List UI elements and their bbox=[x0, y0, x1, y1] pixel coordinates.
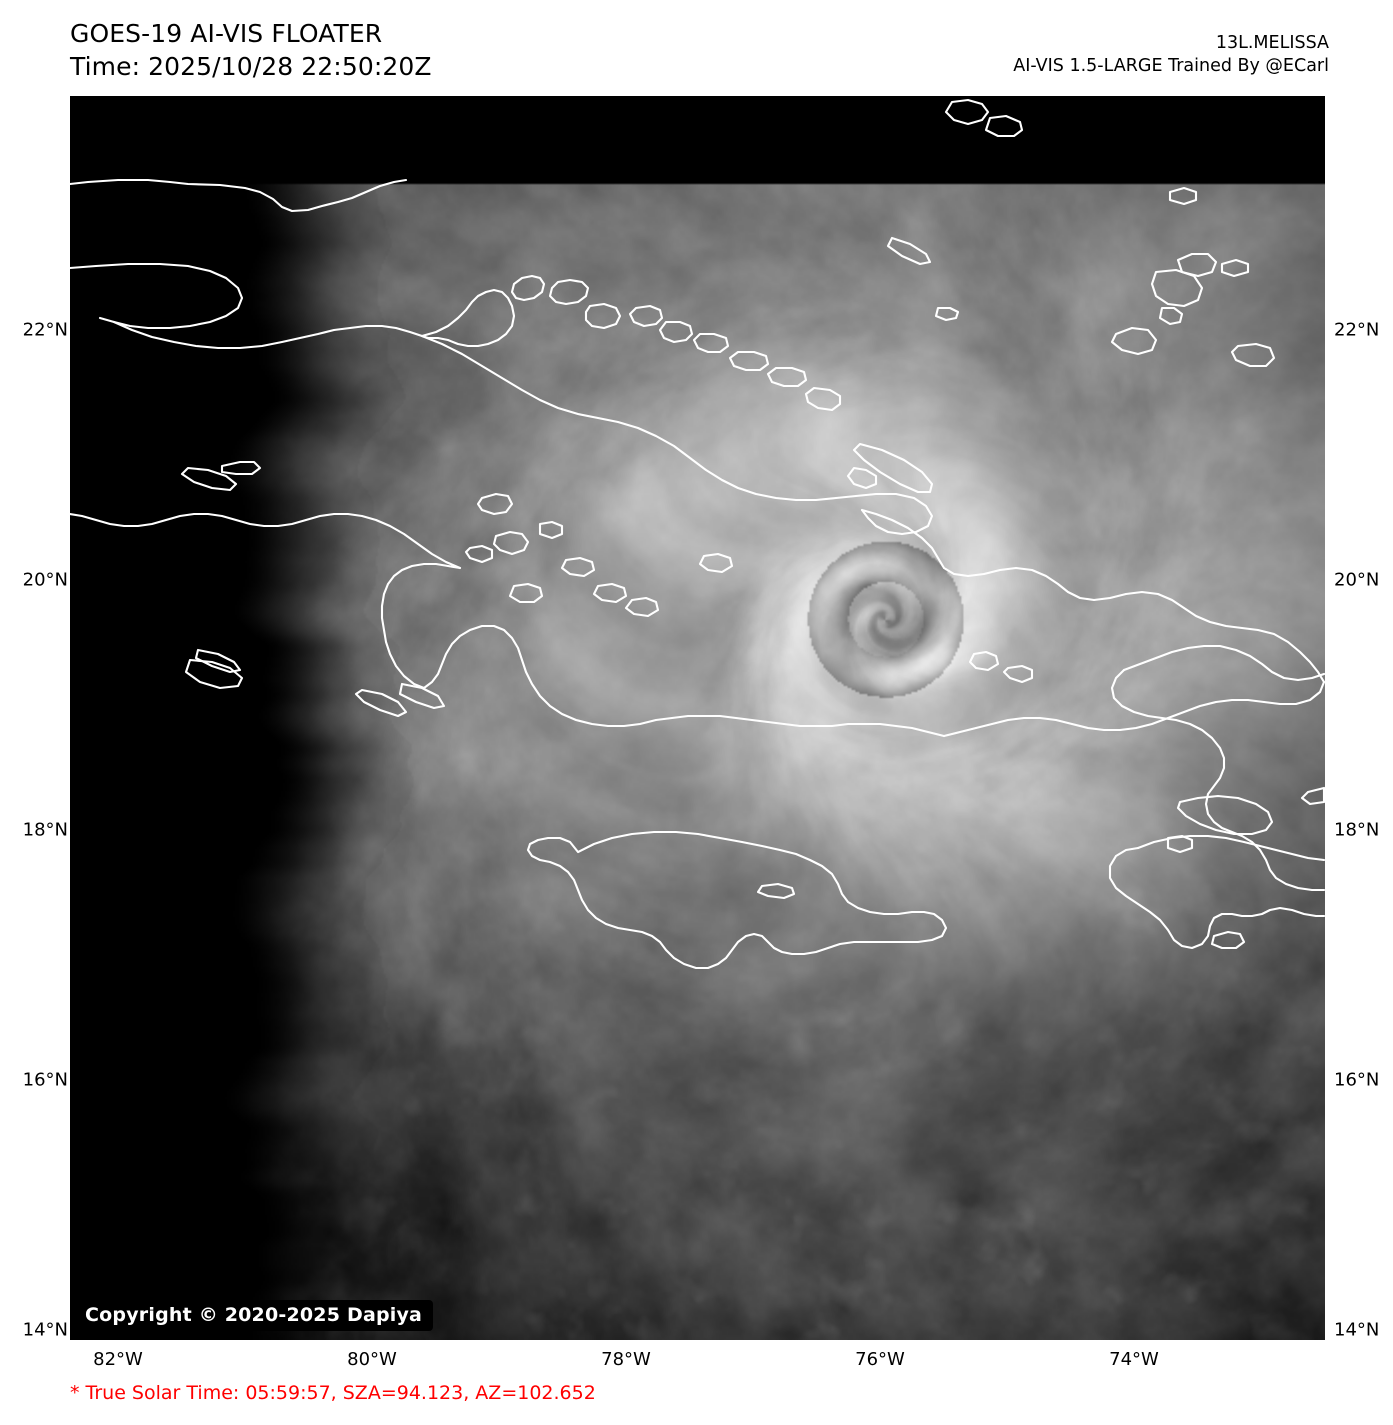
coastline-cayman-brac bbox=[220, 460, 262, 476]
coastline-cuba-north bbox=[420, 334, 934, 536]
coastline-bahamas-andros bbox=[420, 288, 516, 348]
lat-tick-right-2: 18°N bbox=[1334, 819, 1380, 841]
coastline-keys-arc bbox=[112, 320, 424, 350]
coastline-haiti-south-coast bbox=[1108, 846, 1325, 950]
coastline-haiti-islet-2 bbox=[1166, 834, 1194, 854]
coastline-cuba-cays-5 bbox=[560, 556, 596, 578]
coastline-bahamas-island-7 bbox=[728, 350, 770, 372]
coastline-cayman-islet bbox=[398, 682, 446, 710]
coastline-bahamas-island-1 bbox=[510, 274, 546, 302]
coastline-little-cayman bbox=[354, 688, 408, 718]
copyright-banner: Copyright © 2020-2025 Dapiya bbox=[78, 1300, 434, 1331]
coastline-cuba-ne-cays bbox=[860, 508, 1325, 684]
coastline-florida bbox=[70, 178, 408, 213]
coastline-jamaica bbox=[526, 830, 948, 970]
coastline-cuba-west-bay bbox=[70, 512, 462, 570]
lat-tick-right-1: 20°N bbox=[1334, 569, 1380, 591]
coastline-cuba-cays-4 bbox=[538, 520, 564, 540]
coastline-haiti-south-peninsula bbox=[1136, 834, 1325, 862]
coastline-islet-a bbox=[1168, 186, 1198, 206]
timestamp-label: Time: 2025/10/28 22:50:20Z bbox=[70, 51, 432, 81]
coastline-bahamas-island-9 bbox=[804, 386, 842, 412]
coastline-bahamas-island-8 bbox=[766, 366, 808, 388]
lon-tick-4: 74°W bbox=[1109, 1349, 1159, 1370]
coastline-cuba-south bbox=[422, 624, 946, 738]
coastline-hispaniola-north-coast bbox=[1110, 668, 1325, 892]
coastline-bahamas-island-2 bbox=[548, 278, 590, 306]
lat-tick-left-4: 14°N bbox=[22, 1319, 68, 1341]
coastline-bahamas-island-14 bbox=[984, 114, 1024, 138]
page-title: GOES-19 AI-VIS FLOATER bbox=[70, 19, 383, 48]
coastline-cay-lower-right-1 bbox=[1300, 786, 1325, 806]
coastline-florida-bay bbox=[70, 262, 244, 330]
coastline-cuba-cays-10 bbox=[968, 650, 1000, 672]
coastline-cuba-cays-7 bbox=[624, 596, 660, 618]
lat-tick-left-3: 16°N bbox=[22, 1069, 68, 1091]
coastline-bahamas-island-3 bbox=[584, 302, 622, 330]
coastline-hispaniola-north bbox=[1122, 644, 1325, 682]
coastline-cuba-nw-cays-1 bbox=[492, 530, 530, 556]
lon-tick-0: 82°W bbox=[93, 1349, 143, 1370]
lon-tick-2: 78°W bbox=[601, 1349, 651, 1370]
coastline-cuba-cays-8 bbox=[476, 492, 514, 516]
satellite-image-panel[interactable]: Copyright © 2020-2025 Dapiya bbox=[70, 96, 1325, 1340]
coastline-cuba-sw-coast bbox=[380, 562, 462, 690]
coastline-cuba-cays-6 bbox=[592, 582, 628, 604]
coastline-haiti-islet-1 bbox=[1210, 930, 1246, 950]
lat-tick-right-3: 16°N bbox=[1334, 1069, 1380, 1091]
coastline-bahamas-island-5 bbox=[658, 320, 694, 344]
coastline-bahamas-long-island bbox=[852, 442, 934, 494]
coastline-turks-island-2 bbox=[1110, 326, 1158, 356]
coastline-cuba-nw-cays-2 bbox=[464, 544, 494, 564]
storm-id-label: 13L.MELISSA bbox=[1215, 33, 1329, 53]
coastline-bahamas-island-6 bbox=[692, 332, 730, 354]
coastline-cuba-cays-9 bbox=[698, 552, 734, 574]
solar-time-note: * True Solar Time: 05:59:57, SZA=94.123,… bbox=[70, 1382, 596, 1404]
lon-tick-1: 80°W bbox=[347, 1349, 397, 1370]
coastline-gonave-island bbox=[1176, 794, 1274, 836]
coastline-isle-youth bbox=[184, 658, 244, 690]
coastline-jamaica-islet bbox=[756, 882, 796, 900]
coastline-turks-island-4 bbox=[1176, 252, 1218, 278]
lat-tick-left-0: 22°N bbox=[22, 319, 68, 341]
coastline-bahamas-island-10 bbox=[846, 466, 878, 490]
coastline-overlay bbox=[70, 98, 1325, 970]
product-credit-label: AI-VIS 1.5-LARGE Trained By @ECarl bbox=[1013, 56, 1329, 77]
coastline-bahamas-island-12 bbox=[886, 236, 932, 266]
coastline-cuba-cays-11 bbox=[1002, 664, 1034, 684]
coastline-cuba-east-tip bbox=[942, 680, 1325, 738]
coastline-turks-island-5 bbox=[1230, 342, 1276, 368]
coastline-islet-b bbox=[1220, 258, 1250, 278]
lat-tick-right-4: 14°N bbox=[1334, 1319, 1380, 1341]
coastline-bahamas-island-13 bbox=[944, 98, 990, 126]
lat-tick-right-0: 22°N bbox=[1334, 319, 1380, 341]
coastline-cuba-cays-3 bbox=[508, 582, 544, 604]
coastline-grand-cayman bbox=[180, 466, 238, 492]
lat-tick-left-1: 20°N bbox=[22, 569, 68, 591]
header-right-block: 13L.MELISSA AI-VIS 1.5-LARGE Trained By … bbox=[1013, 32, 1329, 78]
satellite-imagery-canvas bbox=[70, 96, 1325, 1340]
coastline-bahamas-island-4 bbox=[628, 304, 664, 328]
header-left-block: GOES-19 AI-VIS FLOATER Time: 2025/10/28 … bbox=[70, 18, 432, 83]
coastline-bahamas-island-11 bbox=[934, 306, 960, 322]
lon-tick-3: 76°W bbox=[855, 1349, 905, 1370]
lat-tick-left-2: 18°N bbox=[22, 819, 68, 841]
coastline-turks-island-3 bbox=[1158, 306, 1184, 326]
